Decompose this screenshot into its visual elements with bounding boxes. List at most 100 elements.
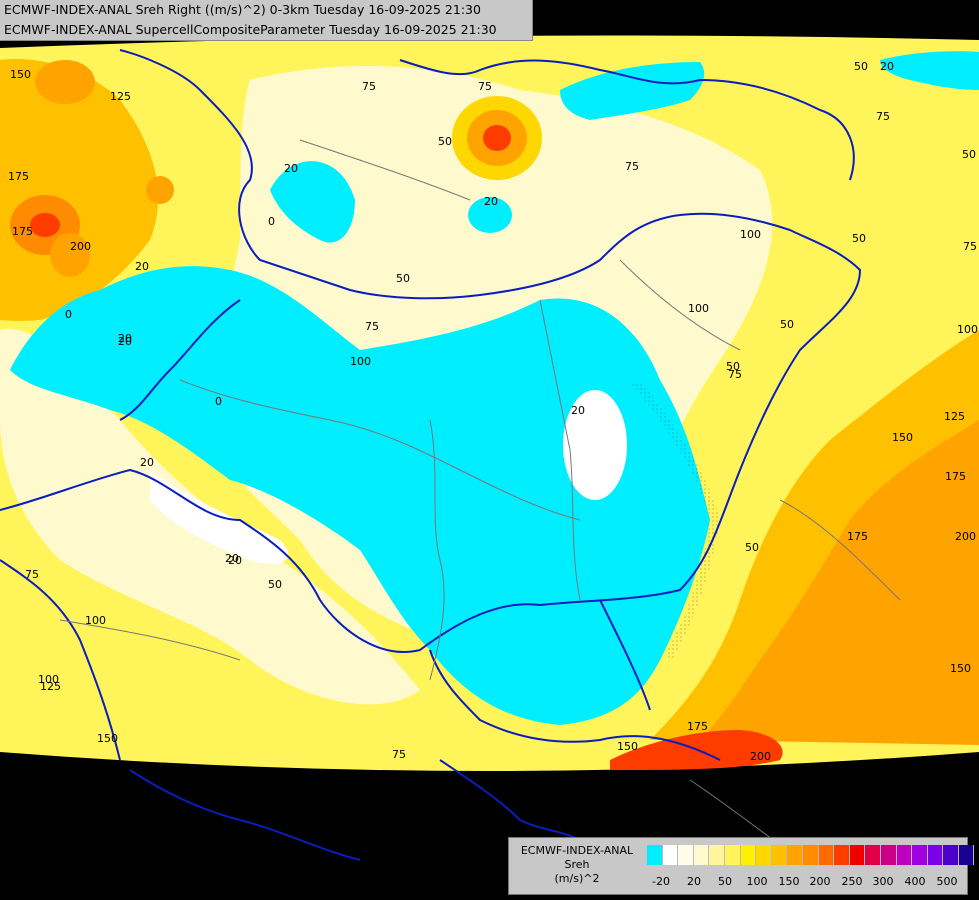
contour-label: 50: [438, 135, 452, 148]
legend-tick-label: 200: [809, 875, 831, 888]
contour-label: 175: [12, 225, 33, 238]
legend-swatches: [647, 845, 975, 865]
contour-label: 200: [750, 750, 771, 763]
contour-label: 20: [118, 335, 132, 348]
title-line-2: ECMWF-INDEX-ANAL SupercellCompositeParam…: [4, 22, 497, 37]
contour-label: 0: [268, 215, 275, 228]
contour-label: 75: [362, 80, 376, 93]
contour-label: 75: [728, 368, 742, 381]
contour-label: 50: [396, 272, 410, 285]
legend-tick-label: 250: [841, 875, 863, 888]
contour-label: 50: [745, 541, 759, 554]
legend-tick-label: 50: [718, 875, 732, 888]
hotspot-west-4: [35, 60, 95, 104]
contour-label: 200: [955, 530, 976, 543]
contour-label: 0: [215, 395, 222, 408]
legend-swatch: [927, 845, 944, 865]
contour-label: 175: [847, 530, 868, 543]
legend-swatch: [849, 845, 866, 865]
contour-label: 75: [963, 240, 977, 253]
legend-tick-label: 500: [936, 875, 958, 888]
cyan-patch-small: [468, 197, 512, 233]
contour-label: 150: [10, 68, 31, 81]
legend-swatch: [693, 845, 710, 865]
legend-title-line-3: (m/s)^2: [554, 872, 600, 885]
contour-label: 75: [876, 110, 890, 123]
contour-label: 100: [957, 323, 978, 336]
legend-swatch: [787, 845, 803, 865]
contour-label: 150: [97, 732, 118, 745]
contour-label: 75: [478, 80, 492, 93]
contour-label: 175: [687, 720, 708, 733]
contour-label: 125: [40, 680, 61, 693]
legend-tick-label: 150: [778, 875, 800, 888]
legend-tick-label: -20: [652, 875, 670, 888]
contour-label: 175: [945, 470, 966, 483]
contour-label: 100: [688, 302, 709, 315]
legend-swatch: [709, 845, 725, 865]
hotspot-west-5: [146, 176, 174, 204]
title-line-1: ECMWF-INDEX-ANAL Sreh Right ((m/s)^2) 0-…: [4, 2, 481, 17]
legend-swatch: [724, 845, 741, 865]
legend-swatch: [678, 845, 694, 865]
legend-swatch: [756, 845, 772, 865]
contour-label: 20: [135, 260, 149, 273]
legend-tick-label: 300: [872, 875, 894, 888]
legend-tick-label: 20: [687, 875, 701, 888]
contour-label: 150: [950, 662, 971, 675]
contour-label: 150: [892, 431, 913, 444]
contour-label: 20: [484, 195, 498, 208]
legend-swatch: [958, 845, 975, 865]
contour-label: 75: [625, 160, 639, 173]
contour-label: 20: [228, 554, 242, 567]
hotspot-west-3: [50, 233, 90, 277]
legend-tick-label: 100: [746, 875, 768, 888]
contour-label: 100: [85, 614, 106, 627]
contour-label: 175: [8, 170, 29, 183]
contour-label: 20: [225, 552, 239, 565]
contour-label: 100: [740, 228, 761, 241]
contour-label: 0: [65, 308, 72, 321]
legend-swatch: [880, 845, 897, 865]
contour-label: 100: [350, 355, 371, 368]
hotspot-west-2: [30, 213, 60, 237]
legend-title-line-1: ECMWF-INDEX-ANAL: [520, 844, 634, 857]
contour-label: 20: [284, 162, 298, 175]
cyan-zone-far-ne: [880, 51, 979, 90]
orange-zone-southeast-inner: [700, 420, 979, 745]
contour-label: 20: [118, 332, 132, 345]
cyan-zone-north: [270, 161, 355, 243]
stipple-band: [632, 380, 720, 660]
legend-tick-label: 400: [904, 875, 926, 888]
legend-swatch: [647, 845, 663, 865]
legend-swatch: [865, 845, 881, 865]
contour-label: 75: [365, 320, 379, 333]
legend-swatch: [740, 845, 757, 865]
contour-label: 100: [38, 673, 59, 686]
contour-label: 20: [880, 60, 894, 73]
contour-label: 125: [110, 90, 131, 103]
contour-label: 20: [140, 456, 154, 469]
country-borders: [0, 49, 862, 861]
contour-label: 75: [25, 568, 39, 581]
hotspot-north-core: [483, 125, 511, 151]
contour-label: 20: [571, 404, 585, 417]
contour-label: 50: [854, 60, 868, 73]
contour-label: 50: [962, 148, 976, 161]
contour-label: 50: [780, 318, 794, 331]
legend-swatch: [771, 845, 788, 865]
map-title-box: ECMWF-INDEX-ANAL Sreh Right ((m/s)^2) 0-…: [0, 0, 533, 41]
legend-swatch: [943, 845, 959, 865]
legend-swatch: [662, 845, 679, 865]
orange-zone-west: [0, 59, 159, 321]
legend-swatch: [834, 845, 850, 865]
contour-labels: 1501251752001752002075507520020507510020…: [8, 60, 978, 763]
white-patch-east: [563, 390, 627, 500]
cyan-zone-center: [10, 266, 710, 725]
cyan-zone-northeast: [560, 62, 705, 120]
legend-title: ECMWF-INDEX-ANAL Sreh (m/s)^2: [511, 844, 643, 886]
legend-swatch: [802, 845, 819, 865]
legend-swatch: [896, 845, 913, 865]
contour-label: 75: [392, 748, 406, 761]
